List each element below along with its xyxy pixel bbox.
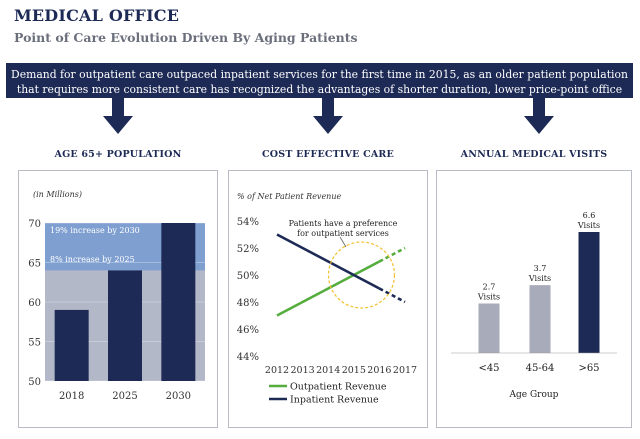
age-annotation-2025: 8% increase by 2025 — [50, 255, 135, 264]
annotation-pointer — [339, 236, 347, 248]
cost-lines — [276, 233, 406, 317]
age-bar-2025 — [108, 270, 142, 381]
crossover-highlight — [327, 241, 396, 309]
cost-x-ticks: 2012 2013 2014 2015 2016 2017 — [265, 365, 417, 376]
cost-y-tick-label: 50% — [237, 271, 259, 282]
age-bars — [54, 223, 196, 381]
age-bar-2018 — [54, 309, 89, 381]
cost-y-tick-label: 44% — [237, 352, 259, 363]
visits-bar-0 — [478, 303, 500, 353]
cost-x-tick-label: 2015 — [342, 365, 366, 376]
visits-x-tick-label: 45-64 — [526, 363, 555, 374]
visits-unit-label: Visits — [477, 293, 500, 302]
visits-data-label: 3.7 — [534, 264, 547, 273]
age-annotation-2030: 19% increase by 2030 — [50, 226, 140, 235]
visits-data-label: 6.6 — [583, 211, 596, 220]
visits-bar-1 — [529, 285, 551, 353]
down-arrow-icon — [103, 98, 133, 134]
cost-y-tick-label: 52% — [237, 244, 259, 255]
cost-y-tick-label: 54% — [237, 217, 259, 228]
annual-medical-visits-panel: 2.7 Visits 3.7 Visits 6.6 Visits <45 45-64 >65 … — [436, 170, 632, 428]
cost-effective-care-panel: % of Net Patient Revenue 44% 46% 48% 50% 52%… — [228, 170, 428, 428]
visits-data-label: 2.7 — [483, 283, 496, 292]
age-y-tick-label: 60 — [28, 298, 41, 309]
legend-label: Outpatient Revenue — [290, 382, 387, 393]
age-bar-2030 — [161, 223, 196, 381]
page-title: MEDICAL OFFICE — [14, 6, 180, 25]
age-x-tick-label: 2030 — [166, 391, 191, 402]
cost-annotation-line-1: Patients have a preference — [289, 219, 398, 228]
cost-legend: Outpatient Revenue Inpatient Revenue — [269, 382, 387, 406]
cost-x-tick-label: 2016 — [367, 365, 391, 376]
age-x-tick-label: 2025 — [112, 391, 137, 402]
cost-x-tick-label: 2017 — [393, 365, 417, 376]
age-y-tick-label: 55 — [28, 338, 41, 349]
visits-unit-label: Visits — [528, 274, 551, 283]
visits-bar-2 — [578, 232, 600, 353]
legend-label: Inpatient Revenue — [290, 395, 379, 406]
cost-line-inpatient-projected — [378, 287, 406, 304]
page-subtitle: Point of Care Evolution Driven By Aging … — [14, 30, 358, 45]
age-x-tick-label: 2018 — [59, 391, 84, 402]
visits-x-ticks: <45 45-64 >65 — [478, 363, 599, 374]
age-population-chart: (in Millions) 50 55 60 65 70 2018 2025 2030 19… — [28, 190, 205, 402]
visits-unit-label: Visits — [577, 221, 600, 230]
down-arrow-icon — [313, 98, 343, 134]
cost-x-tick-label: 2013 — [291, 365, 315, 376]
age-population-panel: (in Millions) 50 55 60 65 70 2018 2025 2030 19… — [18, 170, 218, 428]
cost-y-ticks: 44% 46% 48% 50% 52% 54% — [237, 217, 259, 363]
visits-xlabel: Age Group — [509, 390, 559, 400]
age-y-ticks: 50 55 60 65 70 — [28, 219, 41, 388]
age-y-tick-label: 70 — [28, 219, 41, 230]
age-population-heading: AGE 65+ POPULATION — [54, 149, 182, 160]
cost-x-tick-label: 2012 — [265, 365, 289, 376]
age-chart-ylabel: (in Millions) — [33, 190, 82, 199]
cost-y-tick-label: 48% — [237, 298, 259, 309]
cost-line-outpatient-projected — [378, 246, 406, 263]
annual-medical-visits-heading: ANNUAL MEDICAL VISITS — [460, 149, 608, 160]
summary-banner: Demand for outpatient care outpaced inpa… — [6, 63, 633, 111]
down-arrow-icon — [524, 98, 554, 134]
cost-chart-ylabel: % of Net Patient Revenue — [237, 192, 341, 201]
age-x-ticks: 2018 2025 2030 — [59, 391, 191, 402]
age-y-tick-label: 50 — [28, 377, 41, 388]
visits-x-tick-label: >65 — [578, 363, 599, 374]
cost-line-inpatient — [276, 233, 381, 290]
cost-y-tick-label: 46% — [237, 325, 259, 336]
age-y-tick-label: 65 — [28, 259, 41, 270]
cost-line-outpatient — [276, 260, 381, 317]
cost-x-tick-label: 2014 — [316, 365, 340, 376]
cost-annotation-line-2: for outpatient services — [297, 229, 389, 238]
banner-line-1: Demand for outpatient care outpaced inpa… — [11, 68, 628, 81]
cost-care-chart: % of Net Patient Revenue 44% 46% 48% 50% 52%… — [237, 192, 417, 406]
cost-effective-care-heading: COST EFFECTIVE CARE — [262, 149, 394, 160]
visits-x-tick-label: <45 — [478, 363, 499, 374]
